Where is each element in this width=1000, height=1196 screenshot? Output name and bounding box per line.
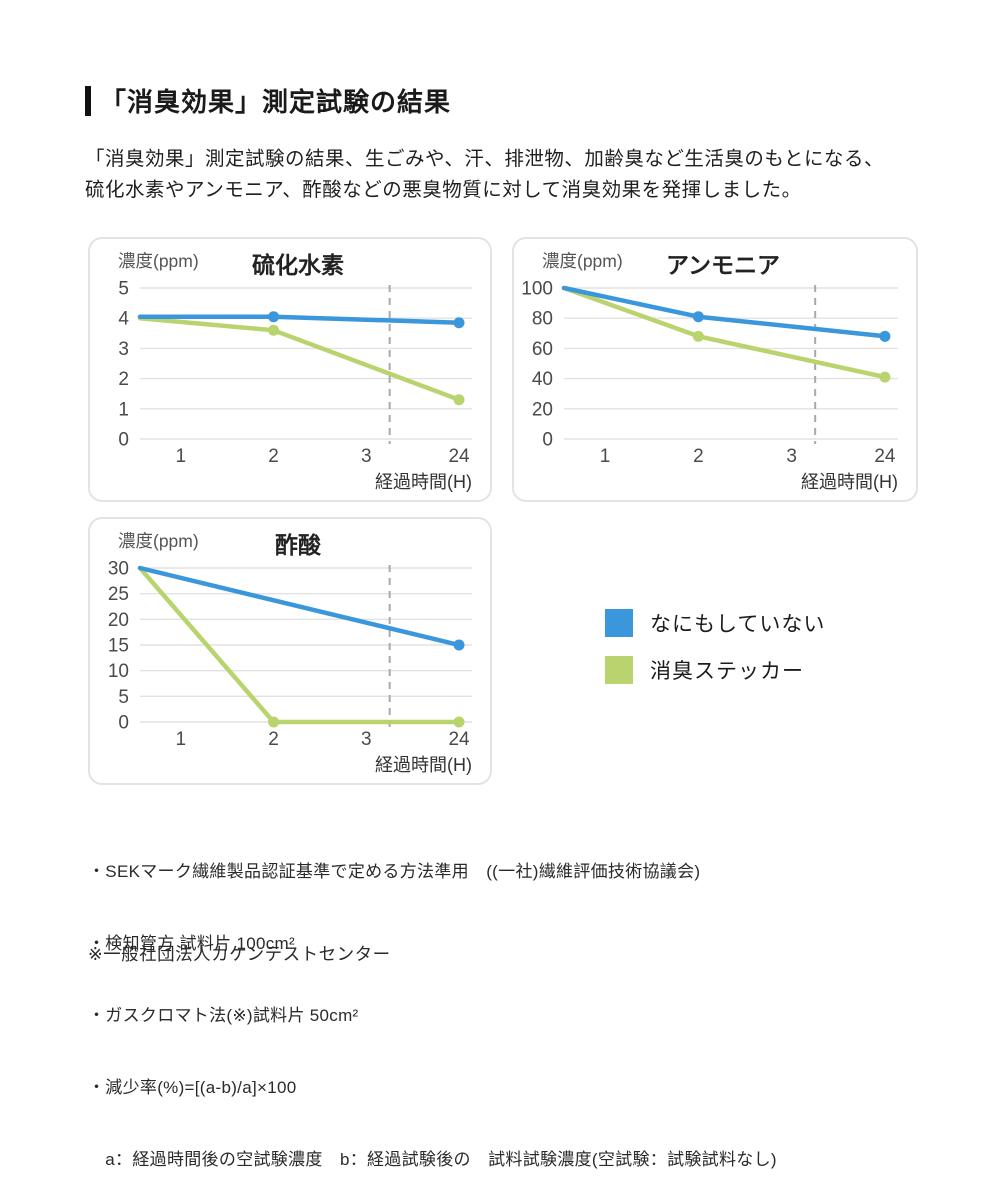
svg-text:20: 20 [532,399,553,420]
svg-text:3: 3 [361,729,372,750]
legend-item-sticker: 消臭ステッカー [605,655,825,685]
chart-ammonia: 100 80 60 40 20 0 1 2 3 24 濃度(ppm) アンモニア経過時間(H) [512,237,918,502]
legend: なにもしていない 消臭ステッカー [605,608,825,702]
intro-line-2: 硫化水素やアンモニア、酢酸などの悪臭物質に対して消臭効果を発揮しました。 [85,179,802,201]
footnote-line: a：経過時間後の空試験濃度 b：経過試験後の 試料試験濃度(空試験：試験試料なし… [88,1150,777,1169]
svg-text:1: 1 [176,729,187,750]
svg-text:30: 30 [108,559,129,580]
svg-text:1: 1 [176,446,187,467]
intro-line-1: 「消臭効果」測定試験の結果、生ごみや、汗、排泄物、加齢臭など生活臭のもとになる、 [85,148,885,170]
svg-text:3: 3 [361,446,372,467]
page-title: 「消臭効果」測定試験の結果 [100,87,452,117]
svg-text:酢酸: 酢酸 [275,532,322,558]
svg-text:0: 0 [118,430,129,451]
svg-text:アンモニア: アンモニア [666,252,780,278]
svg-text:24: 24 [448,729,470,750]
svg-text:2: 2 [118,369,129,390]
svg-text:3: 3 [786,446,797,467]
legend-swatch-blue [605,609,633,637]
svg-text:濃度(ppm): 濃度(ppm) [118,251,199,271]
svg-text:1: 1 [600,446,611,467]
legend-label-untreated: なにもしていない [650,613,826,636]
svg-text:60: 60 [532,339,553,360]
legend-label-sticker: 消臭ステッカー [650,660,804,683]
svg-text:0: 0 [118,713,129,734]
footnotes: ・SEKマーク繊維製品認証基準で定める方法準用 ((一社)繊維評価技術協議会) … [88,812,777,1196]
svg-text:0: 0 [542,430,553,451]
footnote-line: ・ガスクロマト法(※)試料片 50cm² [88,1006,359,1025]
page-header: 「消臭効果」測定試験の結果 [85,82,451,119]
footnote-line: ・SEKマーク繊維製品認証基準で定める方法準用 ((一社)繊維評価技術協議会) [88,862,701,881]
svg-text:15: 15 [108,636,129,657]
svg-text:5: 5 [118,687,129,708]
svg-text:100: 100 [521,279,553,300]
svg-text:10: 10 [108,661,129,682]
svg-text:経過時間(H): 経過時間(H) [375,472,472,492]
chart-hydrogen-sulfide: 5 4 3 2 1 0 1 2 3 24 濃度(ppm) 硫化水素経過時間(H) [88,237,492,502]
svg-text:80: 80 [532,309,553,330]
svg-text:2: 2 [268,729,279,750]
legend-item-untreated: なにもしていない [605,608,825,638]
svg-text:20: 20 [108,610,129,631]
footnote-line: ・検知管方 試料片 100cm² [88,934,295,953]
chart-acetic-acid: 30 25 20 15 10 5 0 1 2 3 24 濃度(ppm) 酢酸経過時間(H) [88,517,492,785]
svg-text:40: 40 [532,369,553,390]
svg-text:24: 24 [874,446,896,467]
svg-text:5: 5 [118,279,129,300]
intro-text: 「消臭効果」測定試験の結果、生ごみや、汗、排泄物、加齢臭など生活臭のもとになる、… [85,144,965,206]
svg-text:1: 1 [118,399,129,420]
svg-text:24: 24 [448,446,470,467]
svg-text:経過時間(H): 経過時間(H) [375,755,472,775]
svg-text:2: 2 [268,446,279,467]
svg-text:2: 2 [693,446,704,467]
svg-text:経過時間(H): 経過時間(H) [801,472,898,492]
title-accent-bar [85,85,91,116]
svg-text:25: 25 [108,584,129,605]
legend-swatch-green [605,656,633,684]
asterisk-note: ※一般社団法人カケンテストセンター [88,944,391,964]
svg-text:硫化水素: 硫化水素 [252,252,344,278]
svg-text:3: 3 [118,339,129,360]
svg-text:濃度(ppm): 濃度(ppm) [542,251,623,271]
svg-text:4: 4 [118,309,129,330]
svg-text:濃度(ppm): 濃度(ppm) [118,531,199,551]
footnote-line: ・減少率(%)=[(a-b)/a]×100 [88,1078,297,1097]
